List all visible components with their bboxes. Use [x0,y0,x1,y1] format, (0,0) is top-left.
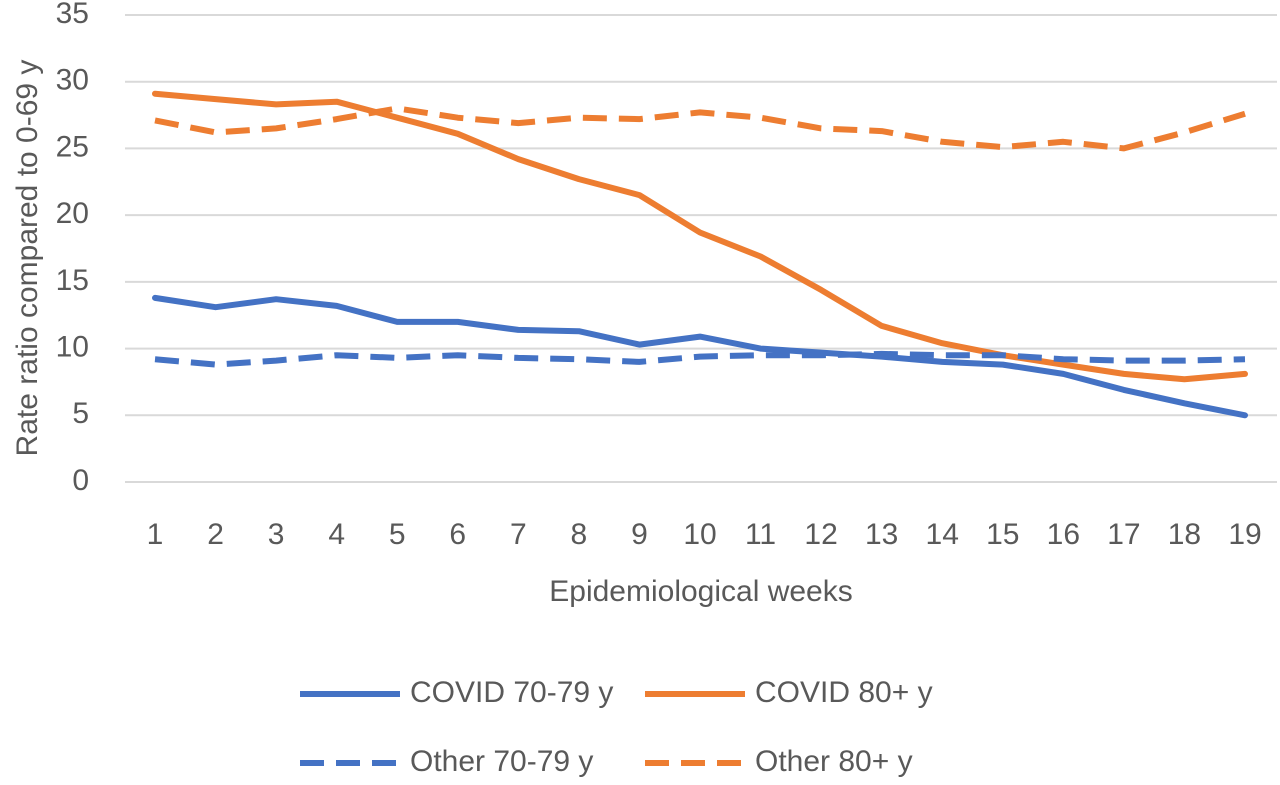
series-line-other-70-79-y [154,350,1246,368]
series-line-other-80-y [154,105,1246,152]
x-tick-label: 2 [207,518,224,551]
x-tick-label: 13 [865,518,898,551]
x-tick-label: 10 [683,518,716,551]
legend-label: Other 70-79 y [410,745,593,778]
y-axis-ticks: 0 5 10 15 20 25 30 35 [56,0,89,497]
y-tick-label: 0 [72,464,89,497]
x-tick-label: 17 [1107,518,1140,551]
legend-item-covid-70-79-y: COVID 70-79 y [300,676,613,709]
x-tick-label: 7 [510,518,527,551]
x-tick-label: 15 [986,518,1019,551]
x-tick-label: 1 [147,518,164,551]
gridlines [125,14,1277,483]
legend-label: COVID 80+ y [755,676,933,709]
x-tick-label: 3 [268,518,285,551]
x-tick-label: 14 [926,518,959,551]
y-tick-label: 30 [56,64,89,97]
x-axis-title: Epidemiological weeks [549,575,853,608]
series-line-covid-70-79-y [152,294,1248,419]
y-tick-label: 15 [56,264,89,297]
legend-item-covid-80-y: COVID 80+ y [645,676,933,709]
y-tick-label: 35 [56,0,89,30]
legend-item-other-70-79-y: Other 70-79 y [300,745,593,778]
legend-label: COVID 70-79 y [410,676,613,709]
x-tick-label: 18 [1168,518,1201,551]
x-tick-label: 4 [328,518,345,551]
y-axis-title: Rate ratio compared to 0-69 y [11,60,44,457]
x-tick-label: 6 [449,518,466,551]
x-tick-label: 12 [804,518,837,551]
x-axis-ticks: 1 2 3 4 5 6 7 8 9 10 11 12 13 14 15 16 17 18 19 [147,518,1262,551]
y-tick-label: 20 [56,197,89,230]
legend-label: Other 80+ y [755,745,913,778]
x-tick-label: 11 [745,518,776,551]
y-tick-label: 25 [56,130,89,163]
legend: COVID 70-79 y COVID 80+ y Other 70-79 y Oth… [300,676,933,778]
y-tick-label: 10 [56,330,89,363]
x-tick-label: 8 [571,518,588,551]
x-tick-label: 16 [1047,518,1080,551]
x-tick-label: 5 [389,518,406,551]
x-tick-label: 19 [1228,518,1261,551]
series-line-covid-80-y [152,90,1248,383]
legend-item-other-80-y: Other 80+ y [645,745,913,778]
series-lines [152,90,1248,419]
y-tick-label: 5 [72,397,89,430]
x-tick-label: 9 [631,518,648,551]
